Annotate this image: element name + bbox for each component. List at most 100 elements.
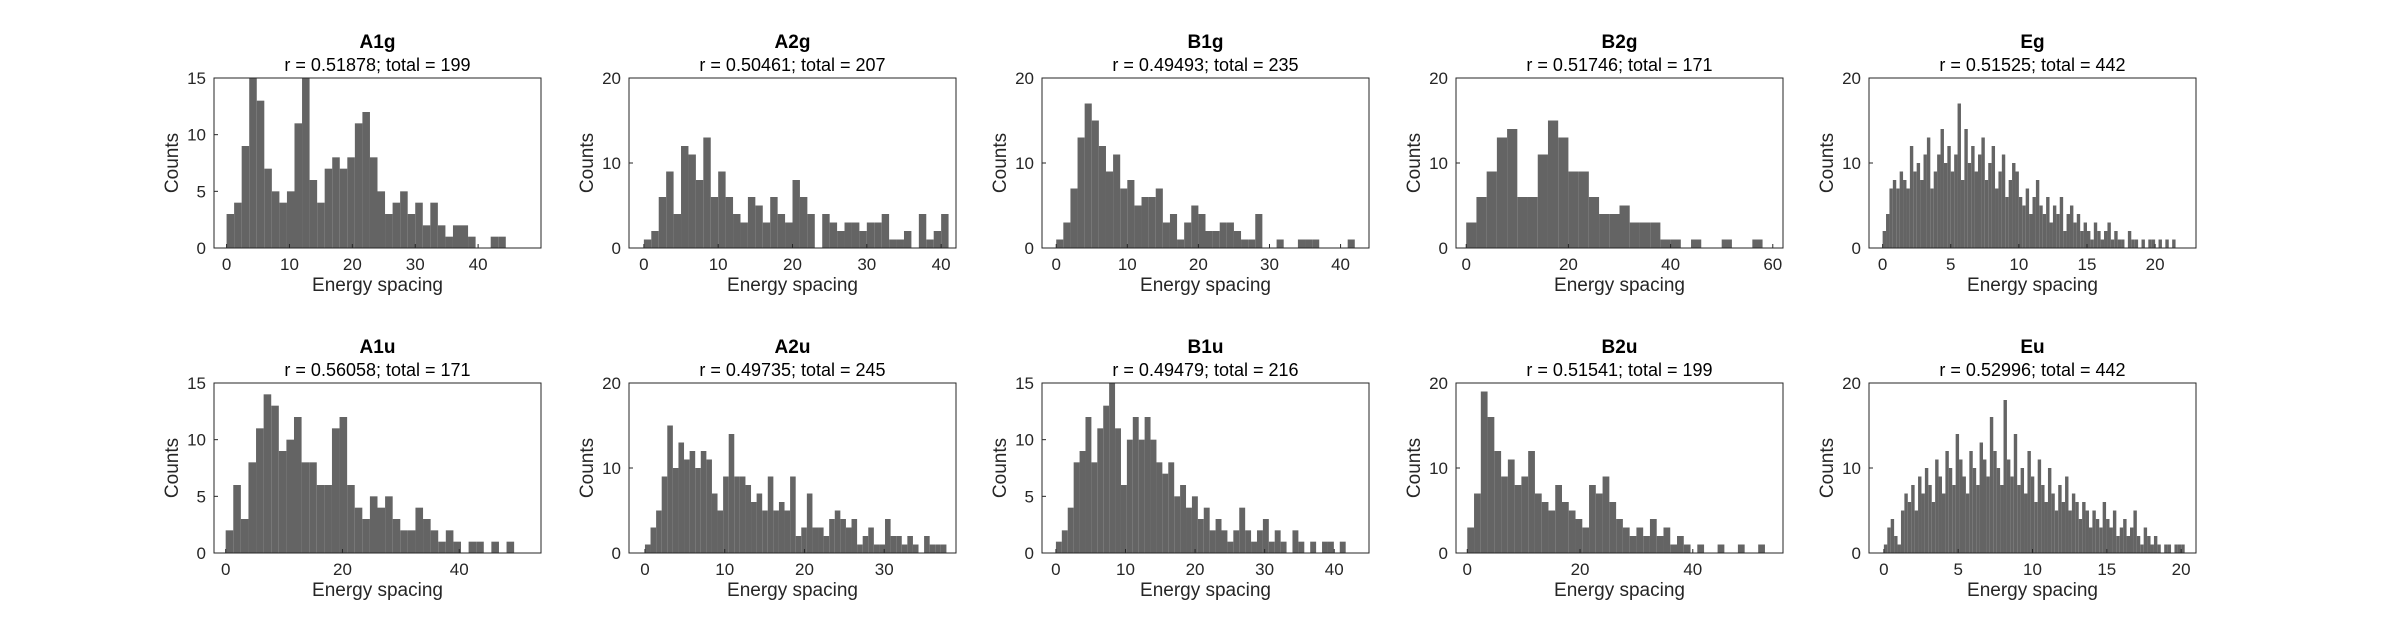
histogram-bar: [430, 530, 439, 553]
y-axis-label: Counts: [990, 438, 1011, 498]
histogram-bar: [1913, 171, 1917, 248]
histogram-bar: [2051, 493, 2055, 553]
histogram-bar: [1928, 485, 1932, 553]
histogram-bar: [468, 236, 476, 248]
histogram-bar: [1991, 146, 1996, 248]
histogram-bar: [1517, 197, 1528, 248]
x-tick-label: 0: [1051, 560, 1060, 579]
histogram-bar: [1984, 180, 1989, 248]
x-axis-label: Energy spacing: [1554, 275, 1685, 296]
histogram-bar: [1305, 239, 1313, 248]
histogram-bar: [1212, 231, 1220, 248]
histogram-bar: [1339, 541, 1346, 553]
histogram-bar: [400, 191, 408, 248]
histogram-bar: [777, 214, 786, 248]
panel-subtitle: r = 0.51541; total = 199: [1526, 360, 1712, 380]
histogram-bar: [1683, 544, 1691, 553]
histogram-bar: [717, 510, 724, 553]
histogram-bar: [225, 530, 234, 553]
histogram-bar: [1162, 473, 1169, 553]
histogram-bar: [1197, 519, 1204, 553]
y-axis-label: Counts: [577, 133, 598, 193]
histogram-bar: [460, 225, 469, 248]
histogram-bar: [734, 476, 740, 553]
histogram-bar: [498, 236, 506, 248]
histogram-bar: [1976, 485, 1980, 553]
histogram-bar: [1989, 417, 1994, 553]
histogram-bar: [2044, 502, 2048, 553]
histogram-bar: [1251, 541, 1257, 553]
histogram-bar: [806, 493, 813, 553]
histogram-bar: [1663, 527, 1671, 553]
histogram-bar: [2109, 527, 2113, 553]
panel-subtitle: r = 0.50461; total = 207: [699, 55, 885, 75]
histogram-bar: [2078, 519, 2083, 553]
histogram-bar: [1521, 476, 1529, 553]
histogram-bar: [279, 202, 287, 248]
histogram-bar: [286, 191, 295, 248]
histogram-bar: [248, 462, 257, 553]
histogram-bar: [1215, 519, 1222, 553]
histogram-bar: [407, 530, 416, 553]
histogram-bar: [2164, 544, 2168, 553]
histogram-bar: [807, 214, 815, 248]
histogram-bar: [1496, 137, 1508, 248]
histogram-bar: [1978, 154, 1982, 248]
histogram-bar: [1233, 231, 1242, 248]
histogram-bar: [2097, 231, 2101, 248]
histogram-bar: [1911, 485, 1915, 553]
panel-title: B2g: [1602, 32, 1638, 53]
panel-subtitle: r = 0.49479; total = 216: [1112, 360, 1298, 380]
histogram-bar: [263, 394, 272, 553]
histogram-bar: [1937, 154, 1941, 248]
histogram-bar: [1132, 417, 1139, 553]
histogram-bar: [2035, 180, 2040, 248]
x-tick-label: 30: [1255, 560, 1274, 579]
histogram-bar: [1578, 171, 1589, 248]
x-axis-label: Energy spacing: [1554, 580, 1685, 601]
histogram-bar: [1996, 468, 2001, 553]
y-tick-label: 0: [1025, 544, 1034, 563]
histogram-bar: [1103, 405, 1110, 553]
histogram-bar: [844, 222, 852, 248]
histogram-bar: [1909, 146, 1914, 248]
histogram-bar: [430, 202, 438, 248]
histogram-bar: [1930, 188, 1934, 248]
histogram-bar: [2076, 214, 2081, 248]
histogram-bar: [1077, 137, 1085, 248]
panel-title: A2g: [775, 32, 811, 53]
y-axis-label: Counts: [990, 133, 1011, 193]
histogram-bar: [1983, 459, 1987, 553]
histogram-bar: [1892, 180, 1897, 248]
histogram-bar: [2018, 197, 2023, 248]
x-axis-label: Energy spacing: [1967, 275, 2098, 296]
histogram-bar: [2158, 239, 2162, 248]
histogram-bar: [1717, 544, 1725, 553]
histogram-bar: [2015, 171, 2019, 248]
histogram-bar: [879, 544, 886, 553]
histogram-bar: [423, 519, 431, 553]
histogram-bar: [1168, 462, 1175, 553]
histogram-bar: [1241, 239, 1249, 248]
histogram-bar: [2131, 239, 2135, 248]
histogram-bar: [2061, 502, 2066, 553]
histogram-bar: [347, 485, 355, 553]
histogram-bar: [347, 157, 355, 248]
x-tick-label: 0: [1878, 255, 1887, 274]
histogram-bar: [862, 536, 869, 553]
histogram-bar: [918, 214, 927, 248]
histogram-bar: [476, 541, 484, 553]
x-tick-label: 0: [1051, 255, 1060, 274]
histogram-bar: [650, 527, 657, 553]
histogram-bar: [1962, 476, 1966, 553]
histogram-bar: [1127, 180, 1135, 248]
histogram-bar: [1298, 541, 1305, 553]
histogram-bar: [1947, 146, 1951, 248]
histogram-bar: [1981, 137, 1985, 248]
x-tick-label: 20: [783, 255, 802, 274]
histogram-bar: [723, 476, 729, 553]
histogram-bar: [1105, 171, 1114, 248]
panel-title: Eg: [2020, 32, 2044, 53]
histogram-bar: [2006, 459, 2011, 553]
